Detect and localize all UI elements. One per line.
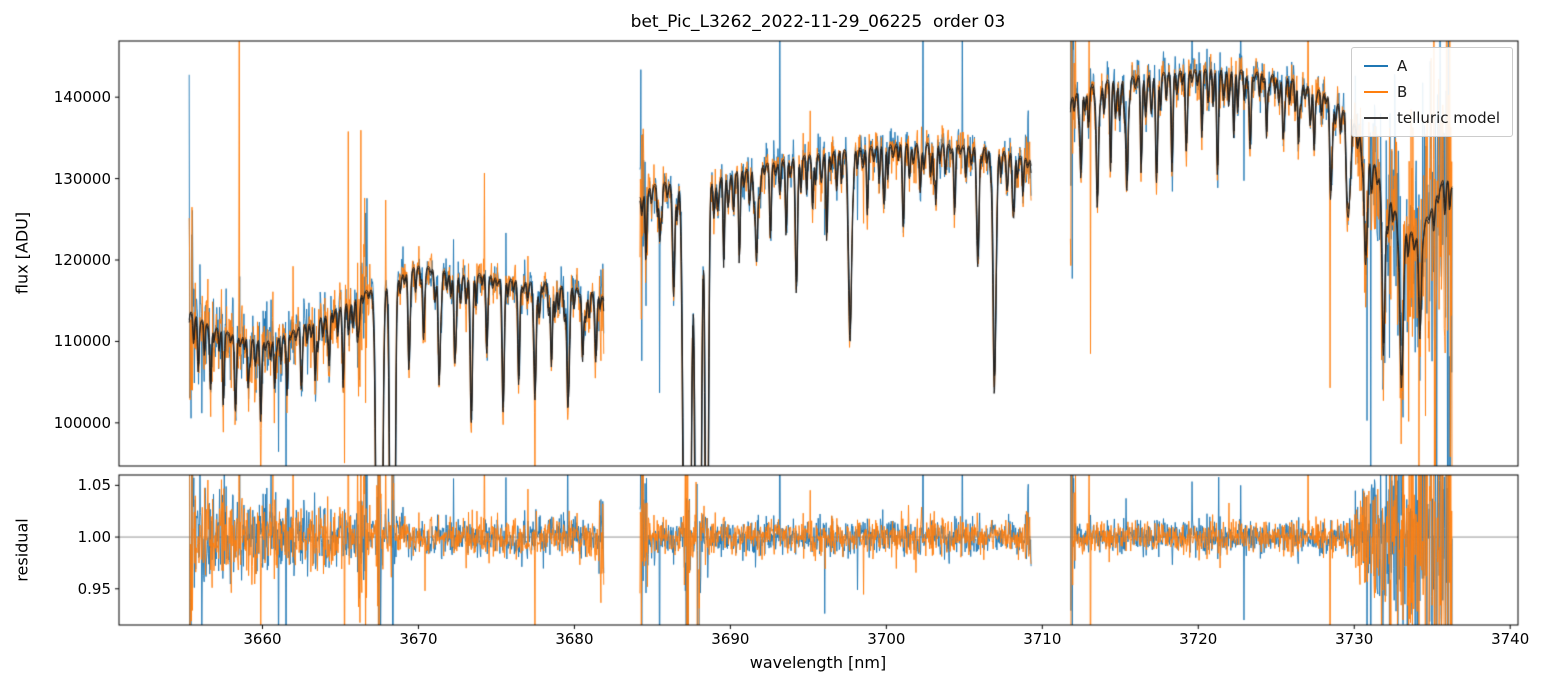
x-tick-label: 3740 bbox=[1491, 630, 1530, 648]
x-tick-label: 3660 bbox=[243, 630, 282, 648]
chart-title: bet_Pic_L3262_2022-11-29_06225 order 03 bbox=[630, 12, 1006, 32]
legend-entry-a: A bbox=[1363, 57, 1500, 75]
series-a-line-swatch bbox=[1363, 65, 1388, 67]
x-axis-label: wavelength [nm] bbox=[749, 653, 887, 672]
legend: A B telluric model bbox=[1350, 47, 1513, 137]
x-tick-label: 3680 bbox=[555, 630, 594, 648]
legend-entry-b: B bbox=[1363, 83, 1500, 101]
x-tick-label: 3710 bbox=[1023, 630, 1062, 648]
legend-label-telluric-model: telluric model bbox=[1396, 109, 1500, 127]
flux-tick-label: 120000 bbox=[53, 251, 111, 269]
series-b-line-swatch bbox=[1363, 91, 1388, 93]
flux-axis-label: flux [ADU] bbox=[12, 211, 32, 295]
residual-tick-label: 1.00 bbox=[77, 528, 111, 547]
flux-tick-label: 130000 bbox=[53, 169, 111, 188]
residual-axis-label: residual bbox=[12, 518, 32, 582]
residual-tick-label: 1.05 bbox=[77, 476, 111, 495]
x-tick-label: 3730 bbox=[1335, 630, 1374, 648]
x-tick-label: 3720 bbox=[1179, 630, 1218, 648]
telluric-model-line-swatch bbox=[1363, 117, 1388, 119]
flux-tick-label: 110000 bbox=[53, 332, 111, 351]
legend-entry-telluric-model: telluric model bbox=[1363, 109, 1500, 127]
x-tick-label: 3700 bbox=[867, 630, 906, 648]
x-tick-label: 3670 bbox=[399, 630, 438, 648]
residual-tick-label: 0.95 bbox=[77, 579, 111, 598]
flux-tick-label: 140000 bbox=[53, 88, 111, 107]
legend-label-a: A bbox=[1396, 57, 1408, 75]
x-tick-label: 3690 bbox=[711, 630, 750, 648]
flux-tick-label: 100000 bbox=[53, 413, 111, 432]
legend-label-b: B bbox=[1396, 83, 1408, 101]
